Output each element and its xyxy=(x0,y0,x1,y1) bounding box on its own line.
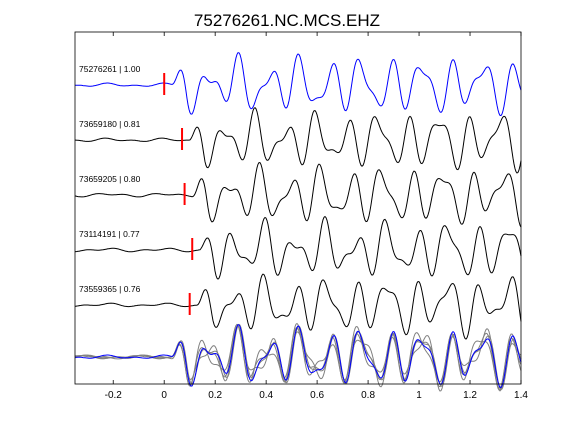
trace-line xyxy=(75,107,522,174)
trace-73659205: 73659205 | 0.80 xyxy=(74,162,522,228)
trace-73559365: 73559365 | 0.76 xyxy=(74,273,522,340)
x-tick-label: 1 xyxy=(416,390,422,401)
stacked-overlay xyxy=(74,322,522,392)
trace-label: 73559365 | 0.76 xyxy=(79,284,141,294)
x-axis: -0.2 0 0.2 0.4 0.6 0.8 1 1.2 1.4 xyxy=(105,32,528,401)
trace-label: 73114191 | 0.77 xyxy=(79,229,140,239)
trace-label: 73659205 | 0.80 xyxy=(79,174,141,184)
x-tick-label: 0 xyxy=(161,390,167,401)
x-tick-label: 0.4 xyxy=(259,390,273,401)
x-tick-label: 0.8 xyxy=(361,390,375,401)
x-tick-label: 0.6 xyxy=(310,390,324,401)
overlay-trace-75276261 xyxy=(75,324,522,389)
trace-75276261: 75276261 | 1.00 xyxy=(75,52,522,117)
x-tick-label: 1.4 xyxy=(514,390,528,401)
trace-line xyxy=(74,273,522,340)
chart-title: 75276261.NC.MCS.EHZ xyxy=(194,11,380,30)
x-tick-label: 1.2 xyxy=(463,390,477,401)
trace-label: 73659180 | 0.81 xyxy=(79,119,141,129)
trace-73659180: 73659180 | 0.81 xyxy=(75,107,522,174)
overlay-trace-73559365 xyxy=(74,325,522,392)
plot-area: 75276261 | 1.00 73659180 | 0.81 73659205 |… xyxy=(74,52,522,392)
trace-line xyxy=(75,52,522,117)
trace-line xyxy=(74,162,522,228)
x-tick-label: -0.2 xyxy=(105,390,123,401)
trace-line xyxy=(74,215,522,280)
x-tick-label: 0.2 xyxy=(208,390,222,401)
overlay-trace-73659205 xyxy=(74,323,522,391)
axes-frame xyxy=(74,31,522,385)
trace-73114191: 73114191 | 0.77 xyxy=(74,215,522,280)
trace-label: 75276261 | 1.00 xyxy=(79,64,141,74)
